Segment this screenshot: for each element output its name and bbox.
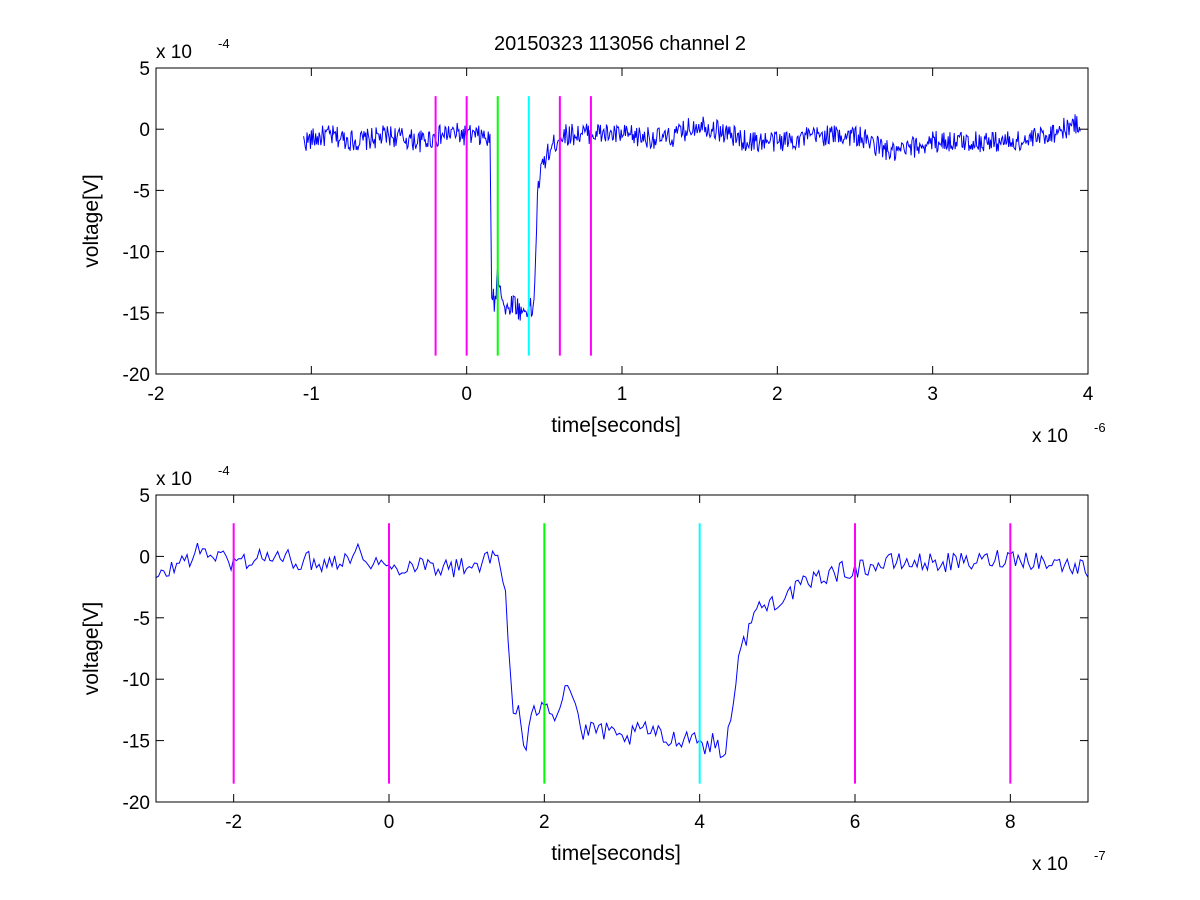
axes-frame <box>155 67 1089 375</box>
x-tick-label: 6 <box>850 812 861 833</box>
y-tick-label: -5 <box>133 181 150 202</box>
x-tick-label: 2 <box>772 384 783 405</box>
x-exponent-label: x 10 <box>1032 854 1068 875</box>
x-tick-label: 0 <box>384 812 395 833</box>
y-tick-label: -20 <box>123 793 150 814</box>
x-tick-label: -1 <box>303 384 320 405</box>
y-axis-label: voltage[V] <box>80 174 103 267</box>
y-tick-label: 5 <box>139 59 150 80</box>
y-tick-label: 5 <box>139 486 150 507</box>
y-tick-label: -10 <box>123 670 150 691</box>
x-tick-label: -2 <box>148 384 165 405</box>
x-tick-label: 2 <box>539 812 550 833</box>
x-tick-label: 8 <box>1005 812 1016 833</box>
x-tick-label: 4 <box>1083 384 1094 405</box>
y-tick-label: -10 <box>123 243 150 264</box>
signal-trace <box>155 542 1089 759</box>
y-exponent-power: -4 <box>218 36 230 51</box>
y-tick-label: -20 <box>123 365 150 386</box>
x-axis-label: time[seconds] <box>551 842 681 865</box>
y-tick-label: -15 <box>123 732 150 753</box>
figure-title: 20150323 113056 channel 2 <box>494 33 746 55</box>
y-exponent-power: -4 <box>218 463 230 478</box>
y-tick-label: 0 <box>139 120 150 141</box>
y-tick-label: 0 <box>139 547 150 568</box>
y-exponent-label: x 10 <box>156 42 192 63</box>
x-exponent-power: -6 <box>1094 420 1106 435</box>
y-axis-label: voltage[V] <box>80 602 103 695</box>
x-tick-label: 0 <box>461 384 472 405</box>
x-tick-label: 3 <box>927 384 938 405</box>
bottom-plot: -2 0 2 4 6 8-20-15-10-505time[seconds]voltage… <box>80 463 1106 875</box>
x-tick-label: -2 <box>225 812 242 833</box>
x-axis-label: time[seconds] <box>551 414 681 437</box>
x-exponent-label: x 10 <box>1032 426 1068 447</box>
top-plot: -2 -1 0 1 2 3 4-20-15-10-505time[seconds]volta… <box>80 36 1106 447</box>
x-tick-label: 4 <box>694 812 705 833</box>
y-exponent-label: x 10 <box>156 469 192 490</box>
signal-trace <box>303 114 1081 321</box>
x-exponent-power: -7 <box>1094 848 1106 863</box>
axes-frame <box>155 494 1089 803</box>
y-tick-label: -15 <box>123 304 150 325</box>
y-tick-label: -5 <box>133 609 150 630</box>
x-tick-label: 1 <box>617 384 628 405</box>
